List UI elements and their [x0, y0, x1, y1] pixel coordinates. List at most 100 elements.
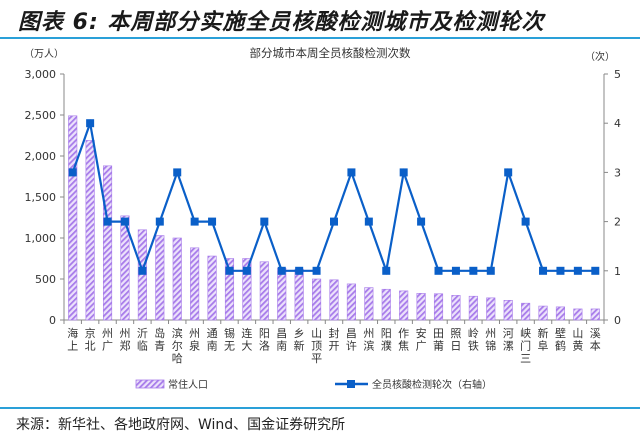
bar: [433, 293, 444, 321]
x-tick-label: 田: [433, 327, 444, 340]
x-tick-label: 封: [329, 326, 340, 340]
x-tick-label: 海: [67, 326, 78, 340]
source-note: 来源：新华社、各地政府网、Wind、国金证券研究所: [16, 417, 346, 433]
x-tick-label: 广: [102, 340, 113, 353]
x-tick-label: 阜: [538, 340, 549, 353]
line-marker: [347, 168, 356, 177]
x-tick-label: 漯: [503, 340, 514, 353]
x-tick-label: 郑: [119, 339, 130, 353]
x-tick-label: 泉: [189, 339, 200, 353]
bar: [259, 261, 269, 321]
bar: [172, 237, 182, 321]
x-tick-label: 阳: [259, 327, 270, 340]
line-marker: [434, 266, 443, 275]
x-tick-label: 州: [102, 327, 113, 340]
x-tick-label: 州: [119, 327, 130, 340]
x-tick-label: 南: [207, 340, 218, 353]
line-marker: [504, 168, 513, 177]
x-tick-label: 铁: [468, 340, 479, 353]
x-tick-label: 临: [137, 339, 148, 353]
x-tick-label: 滨: [363, 339, 374, 353]
bar: [102, 165, 113, 321]
right-tick-label: 0: [614, 314, 621, 327]
bar: [486, 297, 496, 321]
chart-title: 部分城市本周全员核酸检测次数: [250, 46, 411, 60]
legend-line-marker: [347, 380, 355, 388]
x-tick-label: 锦: [485, 339, 496, 353]
x-tick-label: 州: [363, 327, 374, 340]
x-tick-label: 黄: [572, 339, 583, 353]
figure-title: 图表 6: 本周部分实施全员核酸检测城市及检测轮次: [18, 10, 545, 35]
bar: [207, 255, 217, 321]
line-marker: [190, 217, 199, 226]
x-tick-label: 河: [503, 327, 514, 340]
left-axis-unit: （万人）: [24, 48, 64, 60]
line-marker: [173, 168, 182, 177]
x-tick-label: 岛: [154, 326, 165, 340]
line-marker: [86, 119, 95, 128]
x-tick-label: 无: [224, 340, 235, 353]
x-tick-label: 上: [67, 340, 78, 353]
line-marker: [225, 266, 234, 275]
bar: [399, 290, 409, 321]
x-tick-label: 州: [189, 327, 200, 340]
line-marker: [103, 217, 112, 226]
bar: [555, 306, 566, 321]
x-tick-label: 新: [538, 326, 549, 340]
right-axis-unit: （次）: [585, 50, 615, 63]
right-tick-label: 5: [614, 68, 621, 81]
x-tick-label: 南: [276, 340, 287, 353]
line-marker: [469, 266, 478, 275]
bar: [329, 279, 339, 321]
line-marker: [312, 266, 321, 275]
line-marker: [417, 217, 426, 226]
x-tick-label: 壁: [555, 326, 566, 340]
left-tick-label: 3,000: [25, 68, 57, 81]
bar: [137, 229, 147, 321]
x-tick-label: 照: [450, 327, 461, 340]
x-tick-label: 焦: [398, 340, 409, 353]
bar: [346, 283, 356, 321]
line-marker: [138, 266, 147, 275]
line-marker: [399, 168, 408, 177]
x-tick-label: 乡: [294, 327, 305, 340]
x-tick-label: 青: [154, 340, 165, 353]
rounds-line: [71, 118, 596, 276]
x-tick-label: 大: [241, 339, 252, 353]
x-tick-label: 州: [485, 327, 496, 340]
bar: [416, 293, 426, 321]
x-tick-label: 作: [398, 327, 409, 340]
left-tick-label: 1,000: [25, 232, 57, 245]
left-tick-label: 2,000: [25, 150, 57, 163]
bar: [277, 268, 287, 321]
x-tick-label: 溪: [590, 327, 601, 340]
left-tick-label: 0: [49, 314, 56, 327]
bar: [538, 305, 548, 321]
plot-area: 05001,0001,5002,0002,5003,000012345海上京北州…: [25, 68, 622, 365]
x-tick-label: 阳: [381, 327, 392, 340]
x-tick-label: 哈: [172, 352, 183, 365]
bar: [294, 268, 304, 321]
right-tick-label: 2: [614, 216, 621, 229]
line-marker: [486, 266, 495, 275]
bar: [155, 235, 165, 321]
x-tick-label: 开: [329, 340, 340, 353]
bottom-rule: [0, 407, 640, 409]
bar: [312, 278, 322, 321]
x-tick-label: 连: [241, 327, 252, 340]
line-marker: [260, 217, 269, 226]
bar: [451, 295, 461, 321]
x-tick-label: 安: [416, 326, 427, 340]
line-marker: [591, 266, 600, 275]
left-tick-label: 500: [35, 273, 56, 286]
bar: [242, 258, 252, 321]
left-tick-label: 1,500: [25, 191, 57, 204]
line-marker: [382, 266, 391, 275]
x-tick-label: 许: [346, 340, 357, 353]
chart: 部分城市本周全员核酸检测次数 （万人） （次） 0 500 1,000 1,500 2,…: [24, 46, 622, 391]
x-tick-label: 尔: [172, 340, 183, 353]
legend: 常住人口 全员核酸检测轮次（右轴）: [135, 378, 492, 391]
x-tick-label: 昌: [276, 327, 287, 340]
line-marker: [451, 266, 460, 275]
bar: [68, 115, 78, 321]
